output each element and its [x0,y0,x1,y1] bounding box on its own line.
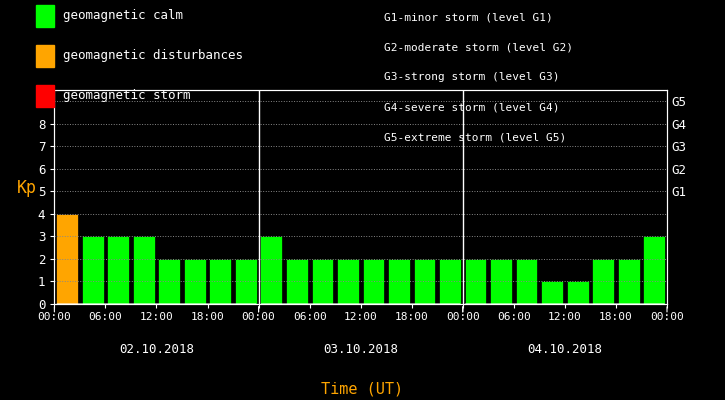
Bar [414,259,435,304]
Bar [337,259,359,304]
Text: geomagnetic storm: geomagnetic storm [63,90,191,102]
Text: 02.10.2018: 02.10.2018 [119,343,194,356]
Bar [542,282,563,304]
Text: G1-minor storm (level G1): G1-minor storm (level G1) [384,12,553,22]
Bar [362,259,384,304]
Bar [515,259,537,304]
Bar [618,259,639,304]
Bar [439,259,461,304]
Text: geomagnetic disturbances: geomagnetic disturbances [63,50,243,62]
Text: Time (UT): Time (UT) [321,381,404,396]
Text: G3-strong storm (level G3): G3-strong storm (level G3) [384,72,560,82]
Text: G4-severe storm (level G4): G4-severe storm (level G4) [384,102,560,112]
Bar [260,236,282,304]
Bar [567,282,589,304]
Text: G2-moderate storm (level G2): G2-moderate storm (level G2) [384,42,573,52]
Bar [210,259,231,304]
Bar [465,259,486,304]
Bar [158,259,180,304]
Bar [592,259,614,304]
Text: geomagnetic calm: geomagnetic calm [63,10,183,22]
Bar [133,236,154,304]
Bar [312,259,334,304]
Bar [388,259,410,304]
Bar [235,259,257,304]
Text: 03.10.2018: 03.10.2018 [323,343,398,356]
Bar [643,236,665,304]
Text: G5-extreme storm (level G5): G5-extreme storm (level G5) [384,132,566,142]
Text: 04.10.2018: 04.10.2018 [527,343,602,356]
Bar [286,259,307,304]
Bar [82,236,104,304]
Y-axis label: Kp: Kp [17,179,37,197]
Bar [184,259,206,304]
Bar [107,236,129,304]
Bar [57,214,78,304]
Bar [490,259,512,304]
